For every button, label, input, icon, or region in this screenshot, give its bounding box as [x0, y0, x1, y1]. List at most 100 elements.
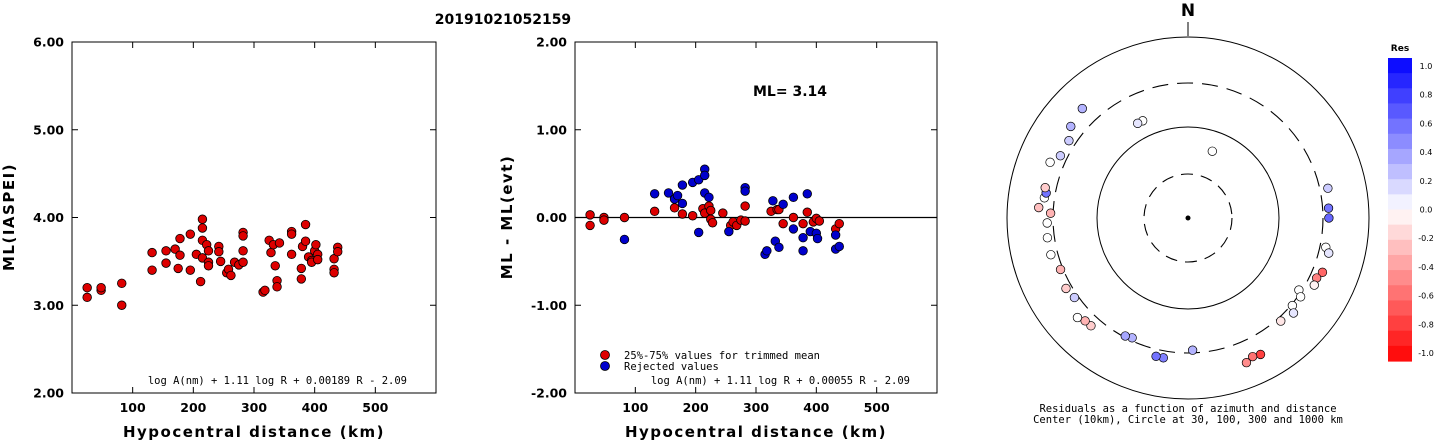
x-tick-label: 200	[180, 400, 206, 415]
x-tick-label: 500	[864, 400, 890, 415]
data-point	[296, 274, 307, 284]
plot-frame	[71, 41, 437, 394]
rejected-point	[798, 246, 808, 256]
trimmed-point	[649, 206, 660, 217]
x-tick-label: 300	[241, 400, 267, 415]
data-point	[147, 265, 157, 275]
ring-30km	[1143, 173, 1233, 263]
data-point	[329, 268, 339, 278]
rejected-point	[830, 230, 841, 240]
rejected-point	[768, 196, 778, 206]
data-point	[313, 254, 323, 265]
rejected-point	[740, 186, 750, 196]
station-marker	[1247, 351, 1258, 362]
residual-vs-distance-chart: Hypocentral distance (km) ML - ML(evt) M…	[498, 35, 938, 441]
station-marker	[1080, 316, 1090, 326]
data-point	[197, 214, 208, 224]
data-point	[270, 261, 280, 271]
caption-line-2: Center (10km), Circle at 30, 100, 300 an…	[1033, 414, 1343, 426]
ring-1000km	[1006, 36, 1370, 400]
station-marker	[1064, 136, 1074, 146]
data-point	[185, 265, 196, 275]
data-point	[82, 283, 92, 293]
y-tick-label: 0.00	[536, 210, 567, 225]
y-tick-label: 3.00	[33, 298, 64, 313]
colorbar-tick-label: 0.6	[1420, 119, 1433, 128]
trimmed-point	[740, 216, 750, 226]
north-label: N	[1181, 1, 1195, 21]
station-marker	[1323, 183, 1333, 193]
legend-rejected-marker	[600, 361, 610, 371]
station-marker	[1133, 118, 1143, 128]
colorbar-tick-label: -0.2	[1418, 234, 1434, 243]
rejected-point	[649, 189, 660, 199]
station-marker	[1045, 208, 1056, 218]
trimmed-point	[619, 212, 630, 223]
trimmed-point	[802, 207, 812, 217]
station-marker	[1045, 157, 1055, 167]
figure-title: 20191021052159	[435, 12, 571, 28]
data-point	[203, 261, 214, 271]
x-axis-label: Hypocentral distance (km)	[123, 423, 385, 441]
y-tick-label: -2.00	[531, 386, 567, 401]
colorbar-cell	[1388, 179, 1412, 195]
station-marker	[1042, 218, 1052, 228]
rejected-point	[778, 199, 788, 210]
station-marker	[1288, 308, 1299, 318]
station-marker	[1151, 351, 1161, 361]
station-marker	[1317, 267, 1328, 277]
station-marker	[1040, 182, 1050, 193]
data-point	[300, 236, 311, 246]
station-marker	[1324, 213, 1334, 223]
y-tick-label: 6.00	[33, 35, 64, 50]
data-point	[195, 276, 206, 287]
rejected-point	[663, 188, 674, 198]
station-marker	[1295, 292, 1306, 302]
rejected-point	[672, 190, 683, 201]
colorbar-tick-label: -0.4	[1418, 263, 1434, 272]
data-point	[215, 256, 226, 267]
data-point	[185, 229, 196, 239]
trimmed-point	[599, 215, 609, 225]
station-marker	[1241, 358, 1252, 368]
rejected-point	[619, 234, 630, 245]
x-tick-label: 100	[120, 400, 146, 415]
rejected-point	[812, 233, 823, 244]
data-point	[161, 246, 171, 256]
rejected-point	[677, 198, 688, 209]
data-point	[226, 270, 236, 281]
colorbar-tick-label: -1.0	[1418, 349, 1434, 358]
trimmed-point	[585, 220, 595, 231]
rejected-point	[788, 192, 799, 203]
x-tick-label: 100	[622, 400, 648, 415]
colorbar-cell	[1388, 345, 1412, 362]
legend-trimmed-label: 25%-75% values for trimmed mean	[624, 350, 820, 362]
rejected-point	[774, 242, 784, 253]
legend-trimmed-marker	[600, 350, 610, 360]
rejected-point	[798, 232, 808, 243]
rejected-point	[802, 189, 812, 199]
station-marker	[1034, 202, 1044, 213]
data-point	[260, 285, 270, 296]
x-tick-label: 300	[743, 400, 769, 415]
y-tick-label: 1.00	[536, 122, 567, 137]
trimmed-point	[585, 210, 595, 220]
rejected-point	[693, 227, 704, 238]
colorbar-tick-label: 0.0	[1420, 206, 1433, 215]
formula-text: log A(nm) + 1.11 log R + 0.00189 R - 2.0…	[148, 375, 407, 387]
rejected-point	[724, 226, 734, 237]
colorbar-cell	[1388, 103, 1412, 120]
data-point	[286, 229, 297, 239]
rejected-point	[834, 241, 844, 252]
azimuth-residual-map: N Residuals as a function of azimuth and…	[1006, 1, 1370, 426]
station-marker	[1042, 233, 1053, 243]
data-point	[197, 223, 208, 233]
station-marker	[1061, 283, 1071, 294]
colorbar-cell	[1388, 73, 1412, 89]
data-point	[311, 240, 321, 250]
epicenter-dot	[1185, 215, 1191, 221]
colorbar-cell	[1388, 133, 1412, 150]
data-point	[238, 246, 248, 256]
trimmed-point	[798, 218, 808, 229]
data-point	[300, 219, 311, 230]
